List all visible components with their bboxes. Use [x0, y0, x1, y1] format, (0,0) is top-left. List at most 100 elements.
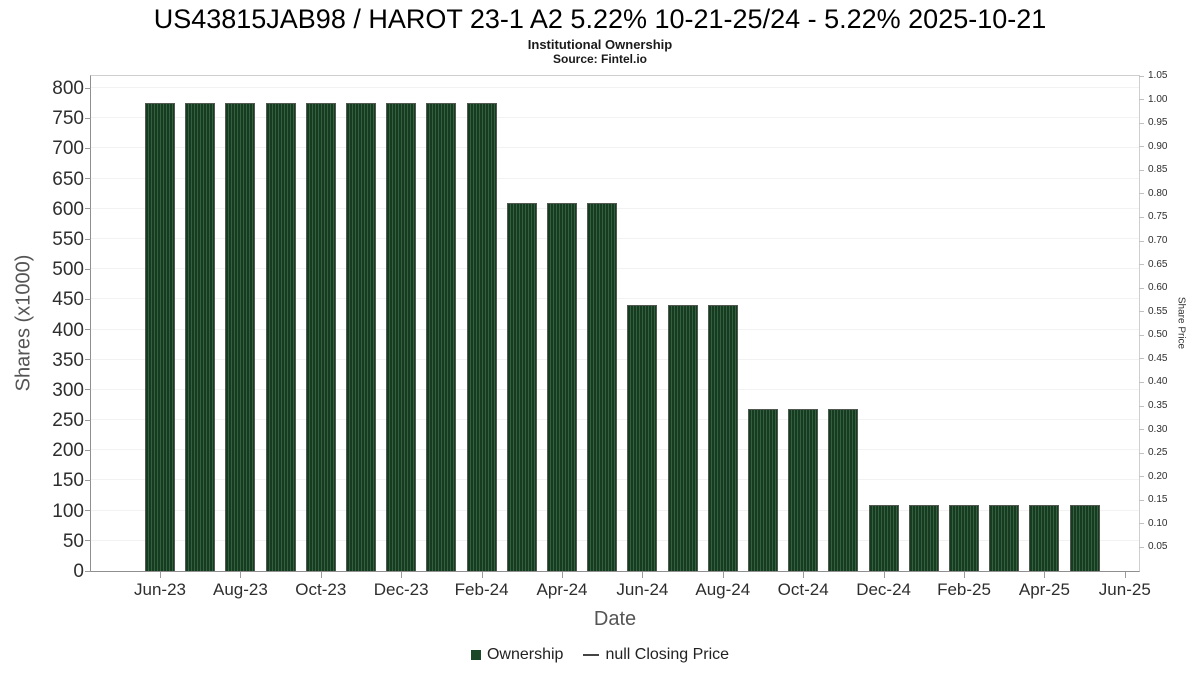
y-right-tick-mark	[1139, 476, 1144, 478]
ownership-bar-Jul-24[interactable]	[667, 304, 698, 571]
y-right-tick-label: 0.85	[1148, 164, 1168, 176]
ownership-bar-Jul-23[interactable]	[185, 103, 216, 571]
y-right-tick-mark	[1139, 264, 1144, 266]
x-axis-tick-mark	[240, 572, 242, 578]
x-tick-label: Apr-24	[536, 580, 588, 599]
y-right-tick-mark	[1139, 75, 1144, 77]
ownership-bar-Mar-25[interactable]	[989, 504, 1020, 571]
y-left-tick-label: 100	[52, 500, 84, 522]
x-axis-tick-mark	[160, 572, 161, 578]
y-right-tick-mark	[1139, 381, 1144, 383]
y-right-tick-mark	[1139, 169, 1144, 171]
y-right-tick-label: 0.55	[1148, 305, 1168, 317]
y-right-tick-mark	[1139, 240, 1144, 242]
y-right-tick-label: 0.15	[1148, 494, 1168, 506]
y-right-tick-mark	[1139, 523, 1144, 525]
x-axis-ticks: Jun-23 Aug-23 Oct-23 Dec-23 Feb-24 Apr-24 Jun-…	[91, 580, 1151, 604]
y-left-tick-label: 550	[52, 228, 84, 250]
y-left-tick-label: 50	[62, 530, 84, 552]
ownership-bar-Oct-24[interactable]	[788, 409, 819, 571]
y-right-tick-mark	[1139, 287, 1144, 289]
y-right-tick-label: 0.05	[1148, 541, 1168, 553]
ownership-bar-Dec-24[interactable]	[868, 504, 899, 571]
gridline	[91, 87, 1139, 89]
y-right-tick-label: 0.65	[1148, 258, 1168, 270]
x-tick-label: Feb-25	[937, 580, 991, 599]
x-tick-label: Jun-23	[134, 580, 186, 599]
x-tick-label: Aug-23	[212, 580, 268, 599]
ownership-bar-Feb-25[interactable]	[949, 504, 979, 571]
y-axis-tick-mark	[85, 359, 91, 361]
y-right-tick-mark	[1139, 429, 1144, 431]
legend-item-ownership[interactable]: Ownership	[470, 646, 563, 664]
x-tick-label: Dec-23	[373, 580, 429, 599]
x-tick-label: Feb-24	[454, 580, 509, 599]
y-right-tick-mark	[1139, 193, 1144, 195]
y-left-tick-label: 450	[52, 289, 84, 311]
y-right-tick-label: 0.20	[1148, 470, 1168, 482]
y-right-tick-label: 0.30	[1148, 423, 1168, 435]
ownership-bar-May-24[interactable]	[587, 202, 618, 571]
y-right-tick-mark	[1139, 452, 1144, 454]
y-right-tick-mark	[1139, 405, 1144, 407]
ownership-bar-Aug-24[interactable]	[707, 304, 738, 571]
y-axis-tick-mark	[85, 329, 91, 331]
ownership-bar-Nov-23[interactable]	[346, 103, 376, 571]
y-right-tick-mark	[1139, 146, 1144, 148]
legend-square-marker	[470, 650, 481, 660]
ownership-bar-Apr-24[interactable]	[547, 202, 577, 571]
ownership-bar-Aug-23[interactable]	[225, 103, 256, 571]
x-axis-tick-mark	[722, 572, 724, 578]
chart-title: US43815JAB98 / HAROT 23-1 A2 5.22% 10-21…	[153, 4, 1047, 34]
x-axis-tick-mark	[320, 572, 322, 578]
x-axis-tick-mark	[1044, 572, 1046, 578]
y-left-tick-label: 500	[52, 259, 84, 281]
y-left-tick-label: 700	[52, 138, 84, 160]
y-left-tick-label: 600	[52, 198, 84, 220]
ownership-bar-Apr-25[interactable]	[1029, 504, 1060, 571]
x-tick-label: Aug-24	[695, 580, 751, 599]
ownership-bar-Nov-24[interactable]	[828, 409, 859, 571]
y-right-tick-label: 0.40	[1148, 376, 1168, 388]
y-axis-tick-mark	[85, 389, 91, 391]
ownership-bar-Jan-25[interactable]	[908, 504, 939, 571]
x-axis-tick-mark	[481, 572, 483, 578]
ownership-bar-Mar-24[interactable]	[506, 202, 537, 571]
x-axis-tick-mark	[803, 572, 805, 578]
ownership-bar-Jun-24[interactable]	[627, 304, 658, 571]
gridline	[91, 117, 1139, 119]
gridline	[91, 177, 1139, 179]
legend-item-null-closing-price[interactable]: null Closing Price	[583, 646, 729, 664]
y-axis-tick-mark	[85, 238, 91, 240]
ownership-bar-Jan-24[interactable]	[426, 103, 457, 571]
x-tick-label: Apr-25	[1018, 580, 1070, 599]
y-right-tick-label: 0.10	[1148, 517, 1168, 529]
y-right-tick-label: 0.95	[1148, 117, 1168, 129]
y-right-tick-mark	[1139, 99, 1144, 101]
y-left-tick-label: 150	[52, 470, 84, 492]
y-right-tick-label: 1.00	[1148, 93, 1168, 105]
ownership-bar-May-25[interactable]	[1069, 504, 1100, 571]
x-tick-label: Oct-23	[295, 580, 347, 599]
ownership-bar-Feb-24[interactable]	[466, 103, 497, 571]
x-tick-label: Jun-25	[1098, 580, 1151, 599]
y-left-tick-label: 250	[52, 410, 84, 432]
y-axis-left-ticks: 0 50 100 150 200 250 300 350 400 450 500 550 600 650 7…	[0, 76, 84, 582]
ownership-bar-Sep-23[interactable]	[265, 103, 296, 571]
y-left-tick-label: 400	[52, 319, 84, 341]
y-right-tick-mark	[1139, 546, 1144, 548]
chart-subtitle: Institutional Ownership	[527, 37, 673, 52]
y-right-tick-mark	[1139, 358, 1144, 360]
x-tick-label: Oct-24	[777, 580, 829, 599]
y-right-tick-mark	[1139, 216, 1144, 218]
y-right-tick-label: 0.50	[1148, 329, 1168, 341]
y-left-tick-label: 300	[52, 379, 84, 401]
x-tick-label: Dec-24	[856, 580, 911, 599]
ownership-bar-Oct-23[interactable]	[305, 103, 336, 571]
ownership-bar-Dec-23[interactable]	[386, 103, 417, 571]
ownership-bar-Sep-24[interactable]	[748, 409, 778, 571]
y-axis-tick-mark	[85, 570, 91, 572]
ownership-bar-Jun-23[interactable]	[145, 103, 175, 571]
y-axis-tick-mark	[85, 479, 91, 481]
legend-line-marker	[583, 654, 600, 656]
